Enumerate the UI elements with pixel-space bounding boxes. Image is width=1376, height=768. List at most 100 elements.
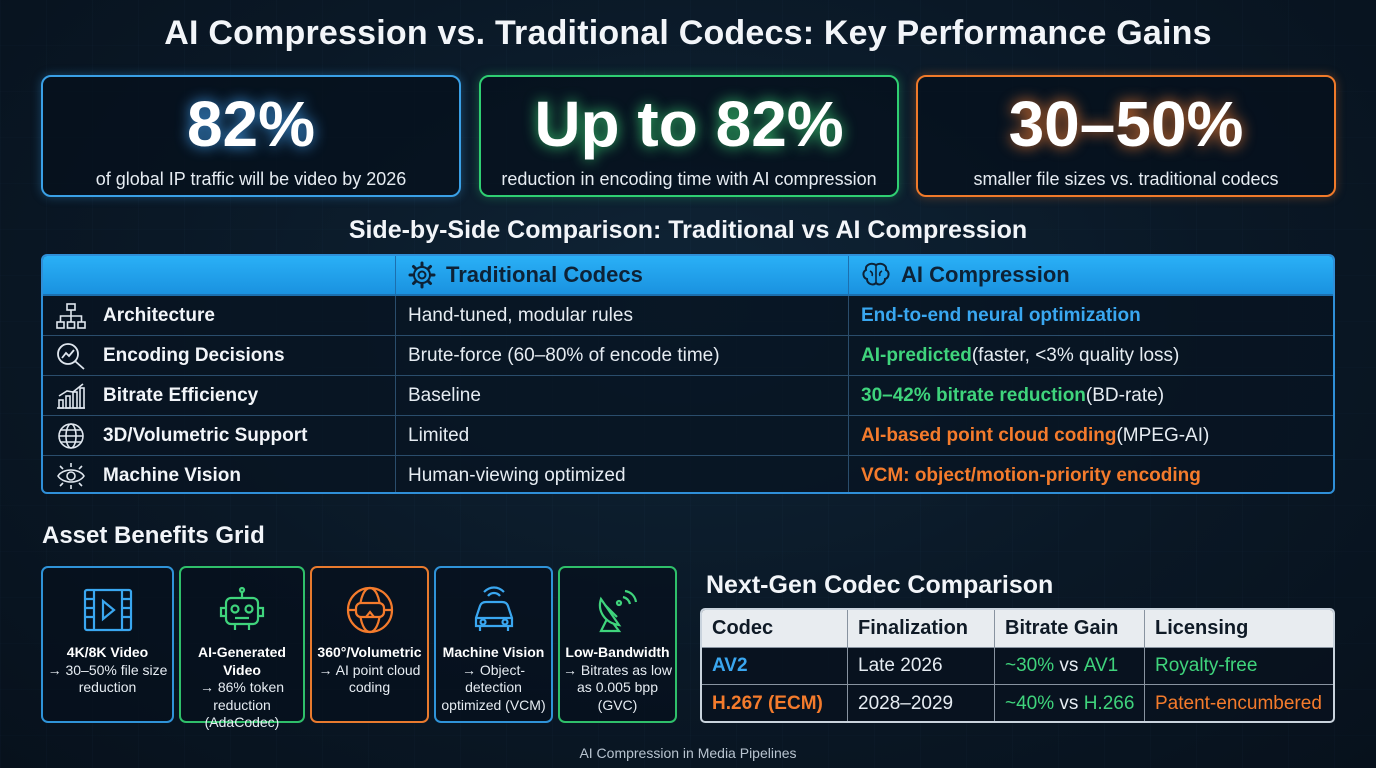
footer-caption: AI Compression in Media Pipelines — [579, 745, 797, 761]
ai-cell: AI-predicted (faster, <3% quality loss) — [849, 336, 1333, 375]
finalization-cell: 2028–2029 — [848, 685, 995, 721]
page-title: AI Compression vs. Traditional Codecs: K… — [164, 14, 1212, 52]
stat-value: 30–50% — [1008, 88, 1244, 160]
asset-card-ai-generated: AI-Generated Video → 86% token reduction … — [179, 566, 305, 730]
ai-cell: End-to-end neural optimization — [849, 296, 1333, 335]
gain-baseline: H.266 — [1083, 692, 1135, 714]
globe-icon — [53, 421, 89, 451]
asset-card-low-bandwidth: Low-Bandwidth → Bitrates as low as 0.005 … — [558, 566, 677, 723]
traditional-cell: Human-viewing optimized — [396, 456, 849, 492]
ai-rest: (faster, <3% quality loss) — [971, 344, 1180, 366]
asset-card-desc: → AI point cloud coding — [318, 661, 421, 696]
stat-card-encoding-time: Up to 82% reduction in encoding time wit… — [479, 75, 899, 197]
asset-card-volumetric: 360°/Volumetric → AI point cloud coding — [310, 566, 429, 723]
header-ai-label: AI Compression — [901, 262, 1070, 287]
asset-card-text: Low-Bandwidth → Bitrates as low as 0.005 … — [560, 644, 675, 714]
asset-card-title: Machine Vision — [442, 644, 545, 660]
gain-vs: vs — [1054, 655, 1084, 676]
ai-highlight: AI-predicted — [861, 344, 972, 366]
nextgen-table: Codec Finalization Bitrate Gain Licensin… — [700, 608, 1335, 723]
row-label-cell: Architecture — [43, 296, 396, 335]
asset-card-desc: → 86% token reduction (AdaCodec) — [199, 679, 285, 730]
licensing-cell: Royalty-free — [1155, 655, 1258, 676]
table-row: Encoding Decisions Brute-force (60–80% o… — [43, 336, 1333, 376]
stat-value: Up to 82% — [534, 88, 844, 160]
asset-card-title: AI-Generated Video — [198, 644, 286, 678]
comparison-table: Traditional Codecs AI Compression Archit… — [41, 254, 1335, 494]
table-row: Bitrate Efficiency Baseline 30–42% bitra… — [43, 376, 1333, 416]
bitrate-gain-cell: ~30% vs AV1 — [995, 648, 1145, 684]
codec-cell: H.267 (ECM) — [702, 685, 848, 721]
traditional-cell: Hand-tuned, modular rules — [396, 296, 849, 335]
bitrate-gain-cell: ~40% vs H.266 — [995, 685, 1145, 721]
row-label: Encoding Decisions — [103, 344, 285, 366]
vr-globe-icon — [312, 576, 427, 644]
traditional-cell: Brute-force (60–80% of encode time) — [396, 336, 849, 375]
asset-card-title: 4K/8K Video — [66, 644, 149, 660]
eye-circuit-icon — [53, 461, 89, 491]
header-finalization: Finalization — [848, 610, 995, 647]
ai-highlight: AI-based point cloud coding — [861, 424, 1117, 446]
row-label-cell: 3D/Volumetric Support — [43, 416, 396, 455]
gear-icon — [408, 261, 436, 289]
header-codec: Codec — [702, 610, 848, 647]
ai-highlight: 30–42% bitrate reduction — [861, 384, 1086, 406]
row-label: Bitrate Efficiency — [103, 384, 259, 406]
header-licensing: Licensing — [1155, 617, 1249, 639]
asset-card-desc: → Object-detection optimized (VCM) — [441, 661, 546, 713]
asset-card-text: AI-Generated Video → 86% token reduction … — [181, 644, 303, 732]
stat-caption: smaller file sizes vs. traditional codec… — [973, 169, 1279, 189]
traditional-cell: Baseline — [396, 376, 849, 415]
table-row: Architecture Hand-tuned, modular rules E… — [43, 296, 1333, 336]
asset-card-text: 4K/8K Video → 30–50% file size reduction — [43, 644, 172, 697]
satellite-dish-icon — [560, 576, 675, 644]
row-label-cell: Encoding Decisions — [43, 336, 396, 375]
gain-vs: vs — [1054, 692, 1084, 714]
asset-card-4k-8k: 4K/8K Video → 30–50% file size reduction — [41, 566, 174, 723]
ai-highlight: End-to-end neural optimization — [861, 304, 1141, 326]
header-ai: AI Compression — [849, 256, 1333, 294]
brain-icon — [862, 262, 890, 286]
row-label-cell: Machine Vision — [43, 456, 396, 492]
stat-value: 82% — [186, 88, 316, 160]
gain-baseline: AV1 — [1083, 655, 1119, 676]
robot-icon — [181, 576, 303, 644]
asset-card-title: Low-Bandwidth — [565, 644, 670, 660]
stat-caption: of global IP traffic will be video by 20… — [95, 169, 407, 189]
comparison-header-row: Traditional Codecs AI Compression — [43, 256, 1333, 296]
gain-value: ~40% — [1005, 692, 1055, 714]
traditional-cell: Limited — [396, 416, 849, 455]
nextgen-header-row: Codec Finalization Bitrate Gain Licensin… — [702, 610, 1333, 648]
asset-card-desc: → 30–50% file size reduction — [47, 661, 168, 696]
stat-card-file-size: 30–50% smaller file sizes vs. traditiona… — [916, 75, 1336, 197]
hierarchy-icon — [53, 301, 89, 331]
ai-rest: (BD-rate) — [1085, 384, 1165, 406]
asset-card-machine-vision: Machine Vision → Object-detection optimiz… — [434, 566, 553, 723]
table-row: AV2 Late 2026 ~30% vs AV1 Royalty-free — [702, 648, 1333, 685]
analytics-search-icon — [53, 341, 89, 371]
car-sensor-icon — [436, 576, 551, 644]
row-label: Architecture — [103, 304, 215, 326]
asset-card-desc: → Bitrates as low as 0.005 bpp (GVC) — [563, 661, 672, 713]
ai-cell: AI-based point cloud coding (MPEG-AI) — [849, 416, 1333, 455]
codec-cell: AV2 — [702, 648, 848, 684]
stat-caption: reduction in encoding time with AI compr… — [501, 169, 877, 189]
ai-cell: 30–42% bitrate reduction (BD-rate) — [849, 376, 1333, 415]
header-traditional: Traditional Codecs — [396, 256, 849, 294]
finalization-cell: Late 2026 — [848, 648, 995, 684]
gain-value: ~30% — [1005, 655, 1055, 676]
asset-card-text: Machine Vision → Object-detection optimiz… — [436, 644, 551, 714]
header-bitrate-gain: Bitrate Gain — [995, 610, 1145, 647]
bar-chart-icon — [53, 381, 89, 411]
asset-grid-title: Asset Benefits Grid — [42, 522, 265, 549]
header-traditional-label: Traditional Codecs — [446, 262, 643, 287]
film-play-icon — [43, 576, 172, 644]
row-label: 3D/Volumetric Support — [103, 424, 308, 446]
licensing-cell: Patent-encumbered — [1155, 692, 1322, 714]
table-row: Machine Vision Human-viewing optimized V… — [43, 456, 1333, 492]
stat-card-video-traffic: 82% of global IP traffic will be video b… — [41, 75, 461, 197]
table-row: H.267 (ECM) 2028–2029 ~40% vs H.266 Pate… — [702, 685, 1333, 721]
ai-rest: (MPEG-AI) — [1116, 424, 1210, 446]
table-row: 3D/Volumetric Support Limited AI-based p… — [43, 416, 1333, 456]
asset-card-text: 360°/Volumetric → AI point cloud coding — [312, 644, 427, 697]
